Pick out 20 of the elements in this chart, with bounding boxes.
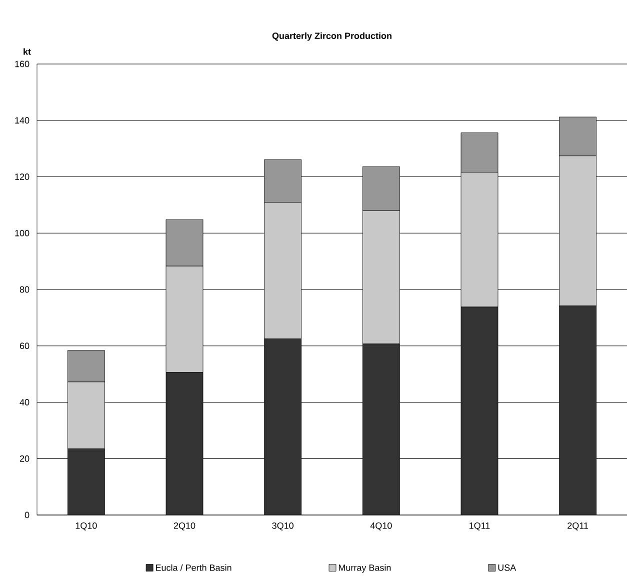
y-axis-title: kt [24,48,31,55]
y-tick-label: 160 [15,60,30,68]
chart-title: Quarterly Zircon Production [272,32,392,41]
y-tick-label: 80 [20,286,30,293]
x-tick-label: 3Q10 [272,522,294,530]
y-tick-label: 20 [20,455,30,462]
x-tick-label: 2Q10 [174,522,196,530]
legend-label: USA [498,564,516,571]
x-tick-label: 1Q10 [76,522,97,530]
x-tick-label: 1Q11 [470,522,490,530]
y-tick-label: 40 [20,399,30,406]
y-tick-label: 60 [20,342,30,350]
y-tick-label: 0 [24,512,30,518]
legend-label: Murray Basin [338,564,391,573]
y-tick-label: 120 [15,174,30,180]
x-tick-label: 2Q11 [568,522,588,530]
y-tick-label: 140 [15,117,30,124]
y-tick-label: 100 [15,230,30,236]
legend-label: Eucla / Perth Basin [156,564,232,571]
x-tick-label: 4Q10 [370,522,392,530]
